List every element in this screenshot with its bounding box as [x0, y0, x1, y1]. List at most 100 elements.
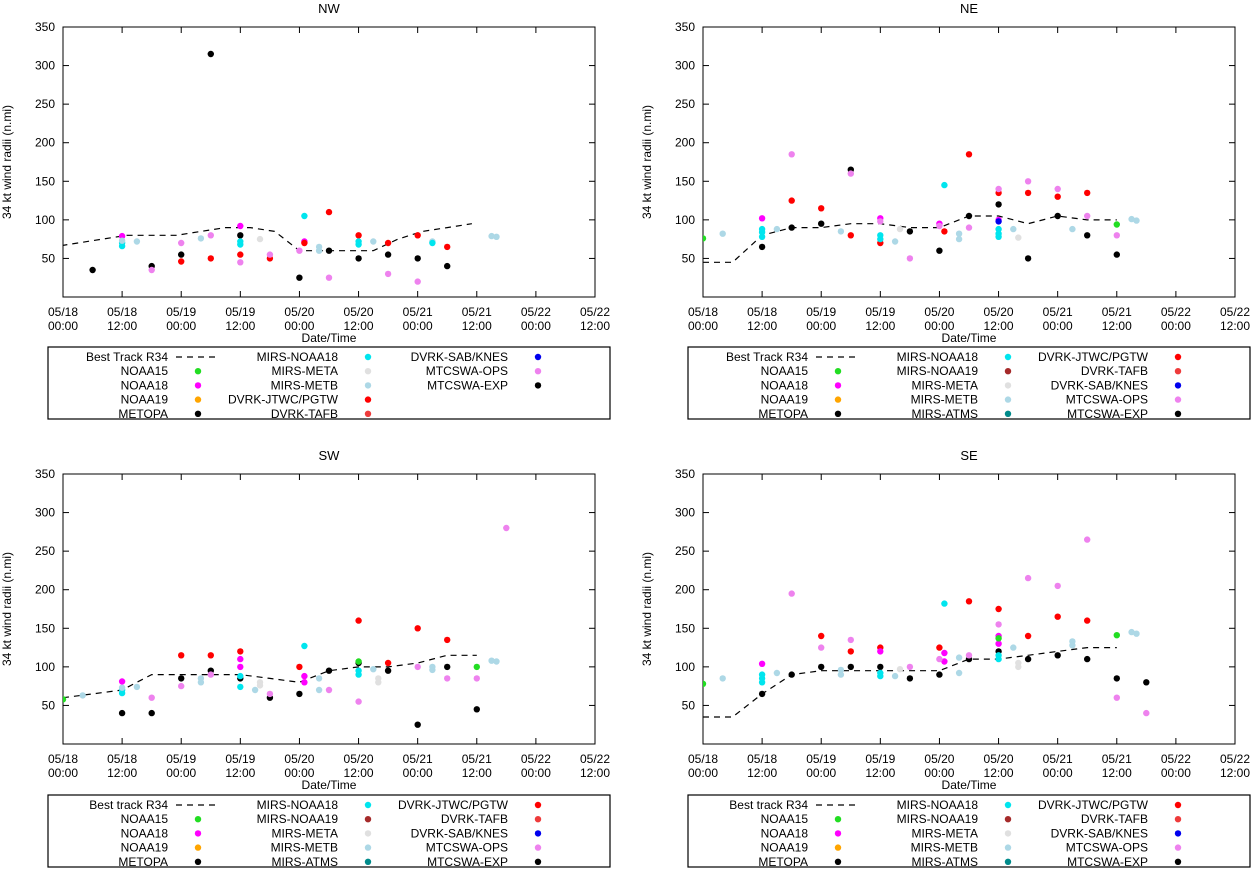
data-point [703, 235, 707, 242]
legend-label: DVRK-SAB/KNES [411, 826, 508, 840]
y-axis-label: 34 kt wind radii (n.mi) [640, 105, 654, 219]
data-point [936, 671, 943, 678]
legend-label: METOPA [758, 855, 808, 869]
plot-marks [703, 151, 1140, 263]
data-point [237, 655, 244, 663]
x-tick-time: 00:00 [284, 319, 314, 333]
y-tick-label: 250 [35, 97, 55, 111]
x-tick-date: 05/21 [403, 752, 433, 766]
data-point [1084, 536, 1091, 543]
legend-label: DVRK-JTWC/PGTW [1038, 350, 1149, 364]
x-tick-time: 12:00 [344, 766, 374, 780]
legend-label: DVRK-SAB/KNES [1051, 378, 1148, 392]
data-point [995, 201, 1002, 208]
data-point [1133, 217, 1140, 224]
legend-label: MTCSWA-OPS [426, 841, 508, 855]
data-point [1024, 655, 1032, 663]
legend-label: DVRK-JTWC/PGTW [1038, 798, 1149, 812]
data-point [414, 625, 421, 632]
legend-marker [1004, 353, 1012, 361]
data-point [1054, 613, 1061, 620]
legend-marker [1174, 858, 1182, 865]
x-tick-date: 05/18 [688, 752, 718, 766]
y-tick-label: 350 [675, 20, 695, 34]
data-point [788, 671, 795, 678]
data-point [237, 648, 244, 655]
x-tick-time: 12:00 [865, 319, 895, 333]
data-point [473, 663, 480, 671]
legend-label: DVRK-JTWC/PGTW [398, 798, 509, 812]
data-point [1143, 709, 1150, 717]
plot-marks [63, 50, 500, 285]
data-point [414, 278, 421, 285]
x-tick-time: 12:00 [580, 319, 610, 333]
y-tick-label: 150 [35, 174, 55, 188]
legend-marker [834, 858, 842, 865]
y-tick-label: 50 [682, 251, 696, 265]
x-tick-date: 05/19 [225, 752, 255, 766]
legend-marker [834, 368, 842, 375]
x-tick-time: 00:00 [688, 319, 718, 333]
legend-marker [1004, 410, 1012, 417]
x-tick-time: 00:00 [48, 319, 78, 333]
data-point [444, 262, 451, 270]
legend-marker [534, 801, 542, 809]
data-point [788, 197, 795, 204]
legend-label: NOAA19 [761, 841, 809, 855]
x-tick-date: 05/22 [521, 305, 551, 319]
data-point [251, 686, 259, 694]
data-point [178, 675, 185, 682]
data-point [118, 689, 126, 697]
y-tick-label: 200 [675, 136, 695, 150]
x-tick-date: 05/20 [284, 752, 314, 766]
data-point [444, 663, 451, 671]
data-point [818, 644, 825, 651]
x-tick-date: 05/21 [1043, 305, 1073, 319]
data-point [877, 663, 884, 671]
x-tick-date: 05/21 [462, 305, 492, 319]
data-point [325, 274, 333, 281]
legend-box [687, 794, 1251, 868]
data-point [118, 237, 126, 244]
x-tick-time: 12:00 [225, 766, 255, 780]
x-tick-time: 12:00 [344, 319, 374, 333]
y-tick-label: 300 [35, 59, 55, 73]
legend-label: DVRK-TAFB [1081, 364, 1148, 378]
data-point [301, 239, 308, 247]
data-point [719, 230, 726, 237]
legend-marker [834, 830, 842, 837]
best-track-line [703, 215, 1117, 263]
legend-marker [534, 858, 542, 865]
data-point [355, 617, 362, 624]
legend-marker [194, 382, 202, 389]
data-point [891, 238, 899, 245]
data-point [941, 649, 948, 657]
legend-marker [1004, 396, 1012, 403]
x-tick-time: 00:00 [166, 766, 196, 780]
data-point [315, 247, 323, 254]
panel-title: SE [960, 448, 978, 463]
y-tick-label: 350 [35, 20, 55, 34]
y-tick-label: 300 [35, 506, 55, 520]
data-point [493, 233, 500, 240]
data-point [1113, 251, 1121, 258]
legend-label: MIRS-META [912, 826, 978, 840]
y-axis-label: 34 kt wind radii (n.mi) [0, 552, 14, 666]
data-point [384, 667, 392, 674]
data-point [355, 658, 362, 665]
x-tick-time: 12:00 [107, 766, 137, 780]
data-point [325, 667, 333, 674]
y-tick-label: 150 [35, 621, 55, 635]
x-tick-time: 00:00 [806, 766, 836, 780]
data-point [375, 679, 382, 686]
data-point [995, 605, 1002, 613]
data-point [1133, 630, 1140, 637]
data-point [1113, 694, 1121, 701]
data-point [178, 682, 185, 690]
data-point [1024, 574, 1032, 582]
data-point [995, 218, 1002, 225]
plot-frame [702, 26, 1236, 298]
data-point [355, 671, 362, 678]
data-point [1084, 189, 1091, 197]
legend-label: METOPA [758, 407, 808, 421]
